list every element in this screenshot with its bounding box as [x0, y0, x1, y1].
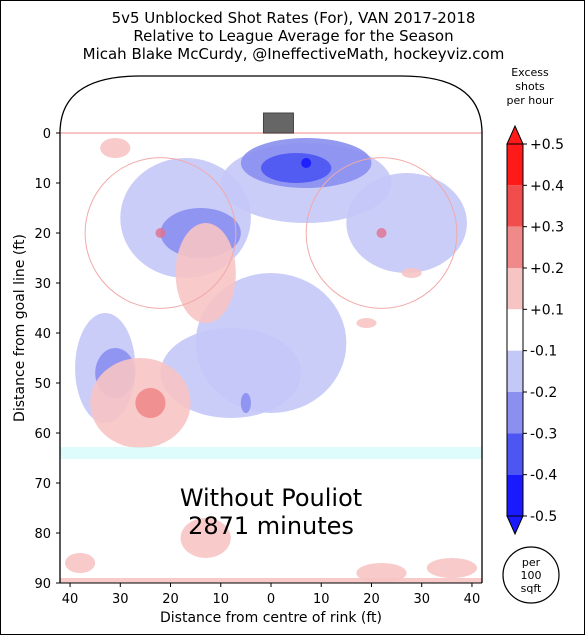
unit-circle: [502, 546, 560, 604]
colorbar-segment: [507, 350, 523, 392]
colorbar-title: per hour: [507, 94, 554, 107]
heatmap-region: [175, 223, 236, 323]
colorbar-tick-label: +0.3: [530, 220, 564, 236]
colorbar-top-arrow: [506, 124, 524, 145]
heatmap-region: [426, 558, 477, 578]
faceoff-dot: [376, 228, 387, 238]
faceoff-circle-right: [84, 157, 237, 309]
x-tick-label: 10: [212, 592, 229, 607]
y-tick-label: 90: [34, 577, 51, 592]
unit-label: per: [522, 556, 541, 569]
annotation-text: Without Pouliot: [180, 484, 362, 512]
unit-label: sqft: [521, 582, 542, 595]
colorbar-segment: [507, 392, 523, 434]
colorbar-tick-label: -0.4: [530, 468, 557, 484]
blue-line: [60, 447, 482, 459]
y-tick-label: 0: [43, 127, 51, 142]
goal-net: [262, 112, 294, 134]
colorbar-segment: [507, 309, 523, 351]
x-tick-label: 10: [313, 592, 330, 607]
rink-clip-group: [60, 132, 482, 583]
colorbar-segment: [507, 144, 523, 186]
heatmap-region: [180, 518, 231, 558]
colorbar-segment: [507, 185, 523, 227]
colorbar-tick-label: -0.3: [530, 426, 557, 442]
heatmap-region: [160, 328, 302, 418]
x-tick-label: 0: [267, 592, 275, 607]
colorbar-bottom-arrow: [506, 515, 524, 536]
unit-label: 100: [521, 569, 542, 582]
rink-boards: [59, 75, 483, 583]
faceoff-circle-left: [305, 157, 458, 309]
chart-subtitle: Relative to League Average for the Seaso…: [133, 27, 454, 45]
faceoff-dot: [155, 228, 166, 238]
colorbar-tick-label: -0.1: [530, 344, 557, 360]
y-axis-label: Distance from goal line (ft): [12, 234, 28, 422]
colorbar-tick-label: +0.2: [530, 261, 564, 277]
x-tick-label: 40: [464, 592, 481, 607]
heatmap-region: [301, 158, 312, 168]
x-tick-label: 40: [62, 592, 79, 607]
heatmap-region: [401, 268, 422, 278]
x-tick-label: 30: [112, 592, 129, 607]
colorbar-tick-label: +0.4: [530, 178, 564, 194]
heatmap-region: [240, 393, 251, 413]
chart-credit: Micah Blake McCurdy, @IneffectiveMath, h…: [82, 45, 505, 63]
centre-red-line: [60, 578, 482, 583]
y-tick-label: 60: [34, 427, 51, 442]
x-tick-label: 20: [162, 592, 179, 607]
heatmap-region: [65, 553, 96, 573]
colorbar-tick-label: +0.5: [530, 137, 564, 153]
colorbar-segment: [507, 226, 523, 268]
y-tick-label: 40: [34, 327, 51, 342]
colorbar-segment: [507, 433, 523, 475]
heatmap-region: [346, 173, 467, 273]
heatmap-region: [135, 388, 166, 418]
heatmap-region: [100, 138, 131, 158]
y-tick-label: 20: [34, 227, 51, 242]
y-tick-label: 30: [34, 277, 51, 292]
y-tick-label: 50: [34, 377, 51, 392]
colorbar-title: Excess: [511, 66, 549, 79]
heatmap-region: [356, 318, 377, 328]
chart-title: 5v5 Unblocked Shot Rates (For), VAN 2017…: [111, 9, 476, 27]
colorbar-tick-label: +0.1: [530, 302, 564, 318]
annotation-text: 2871 minutes: [188, 512, 354, 540]
x-axis-label: Distance from centre of rink (ft): [160, 610, 382, 626]
x-tick-label: 30: [413, 592, 430, 607]
heatmap-region: [260, 153, 332, 183]
colorbar-tick-label: -0.2: [530, 385, 557, 401]
colorbar-segment: [507, 474, 523, 516]
colorbar-tick-label: -0.5: [530, 509, 557, 525]
colorbar-segment: [507, 268, 523, 310]
y-tick-label: 10: [34, 177, 51, 192]
x-tick-label: 20: [363, 592, 380, 607]
y-tick-label: 80: [34, 527, 51, 542]
y-tick-label: 70: [34, 477, 51, 492]
colorbar-title: shots: [515, 80, 545, 93]
